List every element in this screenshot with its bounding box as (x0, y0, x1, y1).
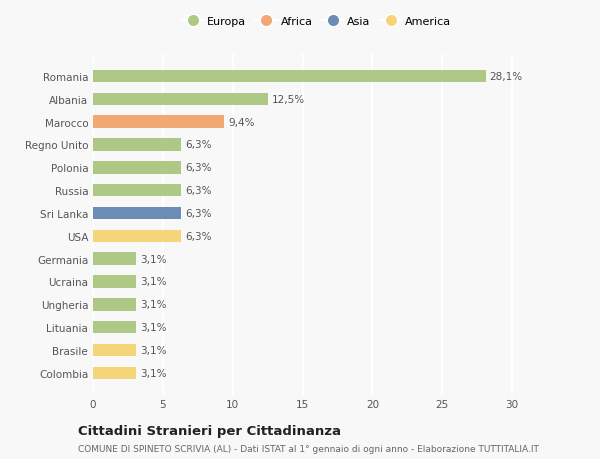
Bar (93, 139, 181, 151)
Text: 3,1%: 3,1% (140, 300, 167, 310)
Bar (93, 230, 181, 242)
Bar (93, 275, 136, 288)
Text: COMUNE DI SPINETO SCRIVIA (AL) - Dati ISTAT al 1° gennaio di ogni anno - Elabora: COMUNE DI SPINETO SCRIVIA (AL) - Dati IS… (78, 444, 539, 453)
Legend: Europa, Africa, Asia, America: Europa, Africa, Asia, America (182, 17, 451, 27)
Text: 12,5%: 12,5% (272, 95, 305, 105)
Text: 3,1%: 3,1% (140, 254, 167, 264)
Bar (93, 185, 181, 197)
Bar (93, 207, 181, 220)
Text: 6,3%: 6,3% (185, 163, 212, 173)
Bar (93, 367, 136, 379)
Text: 28,1%: 28,1% (490, 72, 523, 82)
Text: 6,3%: 6,3% (185, 231, 212, 241)
Bar (93, 298, 136, 311)
Text: 3,1%: 3,1% (140, 368, 167, 378)
Bar (93, 344, 136, 357)
Text: 3,1%: 3,1% (140, 345, 167, 355)
Text: 6,3%: 6,3% (185, 140, 212, 150)
Bar (93, 321, 136, 334)
Bar (93, 93, 268, 106)
Text: 6,3%: 6,3% (185, 208, 212, 218)
Bar (93, 71, 485, 83)
Text: 6,3%: 6,3% (185, 186, 212, 196)
Text: 9,4%: 9,4% (229, 118, 255, 127)
Bar (93, 253, 136, 265)
Text: 3,1%: 3,1% (140, 277, 167, 287)
Bar (93, 162, 181, 174)
Bar (93, 116, 224, 129)
Text: Cittadini Stranieri per Cittadinanza: Cittadini Stranieri per Cittadinanza (78, 424, 341, 437)
Text: 3,1%: 3,1% (140, 323, 167, 332)
